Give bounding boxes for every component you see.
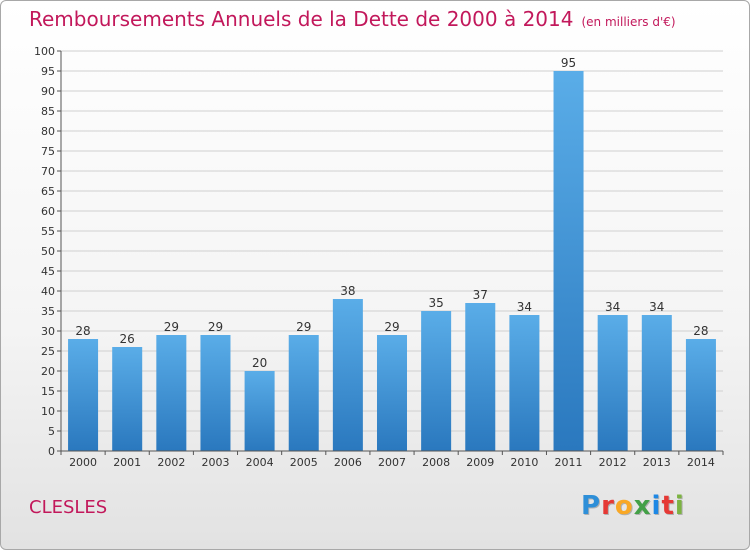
proxiti-logo: Proxiti: [581, 491, 685, 521]
chart-title-text: Remboursements Annuels de la Dette de 20…: [29, 7, 574, 31]
y-tick-label: 95: [41, 65, 55, 78]
bar: [112, 347, 143, 451]
bar: [685, 339, 716, 451]
x-tick-label: 2011: [555, 456, 583, 469]
bar: [553, 71, 584, 451]
data-label: 34: [605, 300, 620, 314]
bar: [68, 339, 99, 451]
chart-title: Remboursements Annuels de la Dette de 20…: [29, 7, 676, 31]
bar: [597, 315, 628, 451]
x-tick-label: 2009: [466, 456, 494, 469]
y-tick-label: 35: [41, 305, 55, 318]
data-label: 95: [561, 56, 576, 70]
x-tick-label: 2006: [334, 456, 362, 469]
bar: [465, 303, 496, 451]
y-tick-label: 55: [41, 225, 55, 238]
y-tick-label: 100: [34, 45, 55, 58]
x-tick-label: 2013: [643, 456, 671, 469]
logo-letter: i: [674, 491, 685, 521]
data-label: 28: [75, 324, 90, 338]
x-tick-label: 2004: [246, 456, 274, 469]
y-tick-label: 80: [41, 125, 55, 138]
x-axis: 2000 2001 2002 2003 2004 2005 2006 2007 2008 2009…: [60, 450, 724, 469]
bar: [509, 315, 540, 451]
bars: 28 26 29 29 20 29 38 29 35 37 34 95 34 34 28: [68, 56, 716, 451]
data-label: 37: [473, 288, 488, 302]
y-tick-label: 10: [41, 405, 55, 418]
bar: [200, 335, 231, 451]
bar: [156, 335, 187, 451]
logo-letter: x: [633, 491, 652, 521]
bar: [288, 335, 319, 451]
data-label: 38: [340, 284, 355, 298]
y-tick-label: 0: [48, 445, 55, 458]
data-label: 34: [649, 300, 664, 314]
y-tick-label: 20: [41, 365, 55, 378]
x-tick-label: 2010: [510, 456, 538, 469]
y-tick-label: 90: [41, 85, 55, 98]
chart-subtitle: (en milliers d'€): [581, 15, 676, 29]
data-label: 35: [428, 296, 443, 310]
y-tick-label: 50: [41, 245, 55, 258]
x-tick-label: 2014: [687, 456, 715, 469]
y-tick-label: 65: [41, 185, 55, 198]
x-tick-label: 2012: [599, 456, 627, 469]
bar: [244, 371, 275, 451]
data-label: 26: [120, 332, 135, 346]
y-axis: 0 5 10 15 20 25 30 35 40 45 50 55 60 65 70 75 80 85 90 95 10…: [34, 45, 62, 458]
y-tick-label: 70: [41, 165, 55, 178]
bar: [332, 299, 363, 451]
logo-letter: o: [614, 491, 634, 521]
y-tick-label: 75: [41, 145, 55, 158]
bar: [421, 311, 452, 451]
bar: [641, 315, 672, 451]
commune-name: CLESLES: [29, 497, 108, 518]
data-label: 29: [208, 320, 223, 334]
logo-letter: P: [581, 491, 602, 521]
x-tick-label: 2005: [290, 456, 318, 469]
y-tick-label: 85: [41, 105, 55, 118]
data-label: 34: [517, 300, 532, 314]
data-label: 29: [296, 320, 311, 334]
y-tick-label: 45: [41, 265, 55, 278]
logo-letter: i: [651, 491, 662, 521]
x-tick-label: 2003: [201, 456, 229, 469]
x-tick-label: 2007: [378, 456, 406, 469]
x-tick-label: 2001: [113, 456, 141, 469]
x-tick-label: 2000: [69, 456, 97, 469]
y-tick-label: 15: [41, 385, 55, 398]
x-tick-label: 2002: [157, 456, 185, 469]
y-tick-label: 60: [41, 205, 55, 218]
data-label: 29: [164, 320, 179, 334]
bar: [376, 335, 408, 451]
y-tick-label: 40: [41, 285, 55, 298]
data-label: 29: [384, 320, 399, 334]
data-label: 20: [252, 356, 267, 370]
x-tick-label: 2008: [422, 456, 450, 469]
y-tick-label: 30: [41, 325, 55, 338]
logo-letter: r: [601, 491, 615, 521]
y-tick-label: 25: [41, 345, 55, 358]
data-label: 28: [693, 324, 708, 338]
y-tick-label: 5: [48, 425, 55, 438]
logo-letter: t: [661, 491, 675, 521]
